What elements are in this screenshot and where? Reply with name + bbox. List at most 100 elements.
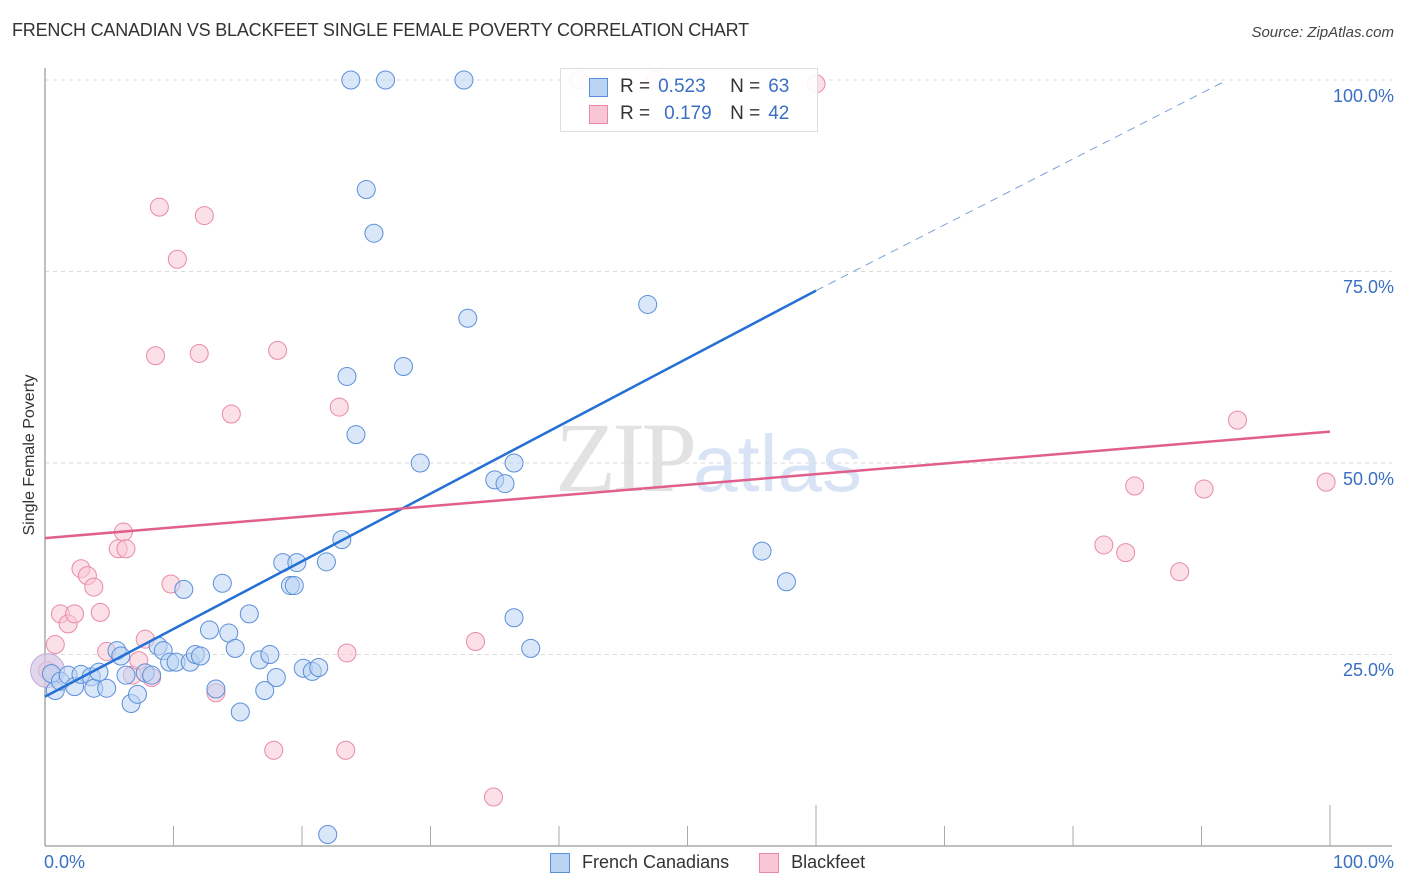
- data-point-blackfeet: [1094, 535, 1114, 555]
- trendline-extension: [815, 79, 1228, 292]
- data-point-french-canadians: [776, 572, 796, 592]
- legend-row-french-canadians: R = 0.523 N = 63: [589, 75, 789, 99]
- y-tick-25: 25.0%: [1342, 660, 1394, 680]
- x-tick-0: 0.0%: [44, 852, 86, 872]
- legend-row-blackfeet: R = 0.179 N = 42: [589, 102, 789, 126]
- pink-swatch-icon: [759, 852, 780, 873]
- data-point-french-canadians: [260, 645, 280, 664]
- data-point-french-canadians: [142, 665, 162, 685]
- data-point-french-canadians: [212, 573, 232, 593]
- y-tick-50: 50.0%: [1342, 469, 1394, 489]
- data-point-french-canadians: [410, 453, 430, 473]
- legend-label: French Canadians: [582, 852, 730, 872]
- data-point-blackfeet: [483, 787, 503, 807]
- legend-label: Blackfeet: [791, 852, 866, 872]
- data-point-french-canadians: [356, 180, 376, 200]
- data-point-blackfeet: [1125, 476, 1145, 496]
- data-point-blackfeet: [1194, 479, 1214, 499]
- data-point-french-canadians: [316, 552, 336, 572]
- x-tick-100: 100.0%: [1332, 852, 1394, 872]
- data-point-french-canadians: [521, 638, 541, 658]
- data-point-blackfeet: [465, 631, 485, 651]
- data-point-blackfeet: [337, 643, 357, 663]
- pink-swatch-icon: [589, 104, 608, 124]
- data-point-french-canadians: [364, 223, 384, 243]
- data-point-french-canadians: [230, 702, 250, 722]
- data-point-french-canadians: [458, 308, 478, 328]
- data-point-blackfeet: [90, 602, 110, 622]
- data-point-french-canadians: [190, 646, 210, 666]
- data-point-french-canadians: [394, 356, 414, 376]
- r-value: 0.179: [664, 103, 712, 124]
- data-point-french-canadians: [504, 608, 524, 628]
- data-point-french-canadians: [341, 70, 361, 90]
- data-point-blackfeet: [65, 604, 85, 624]
- data-point-french-canadians: [318, 825, 338, 845]
- data-point-blackfeet: [336, 740, 356, 760]
- data-point-blackfeet: [189, 343, 209, 363]
- n-value: 63: [768, 76, 790, 97]
- data-point-french-canadians: [346, 425, 366, 445]
- n-label: N =: [730, 103, 761, 124]
- data-point-blackfeet: [1170, 562, 1190, 582]
- data-point-french-canadians: [116, 665, 136, 685]
- n-label: N =: [730, 76, 761, 97]
- source-label: Source: ZipAtlas.com: [1251, 24, 1394, 41]
- data-point-french-canadians: [638, 294, 658, 314]
- trendline-blackfeet: [44, 430, 1331, 540]
- data-point-french-canadians: [376, 70, 396, 90]
- y-tick-75: 75.0%: [1342, 277, 1394, 297]
- n-value: 42: [768, 103, 790, 124]
- french-canadians-points: [41, 70, 796, 845]
- blue-swatch-icon: [589, 77, 608, 97]
- data-point-blackfeet: [149, 197, 169, 217]
- data-point-french-canadians: [206, 679, 226, 699]
- blackfeet-points: [30, 70, 1336, 807]
- trendlines: [44, 79, 1331, 698]
- axes: [44, 68, 1392, 847]
- data-point-french-canadians: [239, 604, 259, 624]
- data-point-french-canadians: [337, 366, 357, 386]
- data-point-french-canadians: [309, 658, 329, 678]
- data-point-blackfeet: [1227, 410, 1247, 430]
- r-label: R =: [620, 103, 651, 124]
- r-value: 0.523: [658, 76, 706, 97]
- data-point-french-canadians: [225, 638, 245, 658]
- data-point-french-canadians: [287, 553, 307, 573]
- data-point-french-canadians: [266, 667, 286, 687]
- data-point-blackfeet: [116, 539, 136, 559]
- data-point-blackfeet: [45, 635, 65, 655]
- trendline-french-canadians: [44, 289, 817, 698]
- legend-item-french-canadians[interactable]: French Canadians: [550, 852, 729, 873]
- data-point-blackfeet: [268, 340, 288, 360]
- data-point-blackfeet: [167, 249, 187, 269]
- legend-item-blackfeet[interactable]: Blackfeet: [759, 852, 865, 873]
- data-point-french-canadians: [284, 576, 304, 596]
- blue-swatch-icon: [550, 852, 570, 873]
- data-point-blackfeet: [194, 206, 214, 226]
- y-tick-100: 100.0%: [1332, 86, 1394, 106]
- data-point-french-canadians: [504, 453, 524, 473]
- data-point-french-canadians: [255, 681, 275, 701]
- stats-legend: R = 0.523 N = 63 R = 0.179 N = 42: [560, 68, 818, 132]
- data-point-blackfeet: [264, 740, 284, 760]
- r-label: R =: [620, 76, 651, 97]
- watermark-atlas: atlas: [693, 419, 862, 508]
- data-point-french-canadians: [97, 678, 117, 698]
- chart-title: FRENCH CANADIAN VS BLACKFEET SINGLE FEMA…: [12, 20, 749, 40]
- data-point-blackfeet: [221, 404, 241, 424]
- data-point-french-canadians: [174, 579, 194, 599]
- data-point-french-canadians: [128, 684, 148, 704]
- data-point-blackfeet: [1116, 543, 1136, 563]
- data-point-french-canadians: [495, 474, 515, 494]
- data-point-blackfeet: [146, 346, 166, 366]
- series-legend: French Canadians Blackfeet: [550, 852, 895, 873]
- data-point-blackfeet: [1316, 472, 1336, 492]
- gridlines: [45, 79, 1392, 655]
- data-point-blackfeet: [84, 577, 104, 597]
- data-point-blackfeet: [329, 397, 349, 417]
- data-point-french-canadians: [752, 541, 772, 561]
- data-point-french-canadians: [454, 70, 474, 90]
- data-point-french-canadians: [199, 620, 219, 640]
